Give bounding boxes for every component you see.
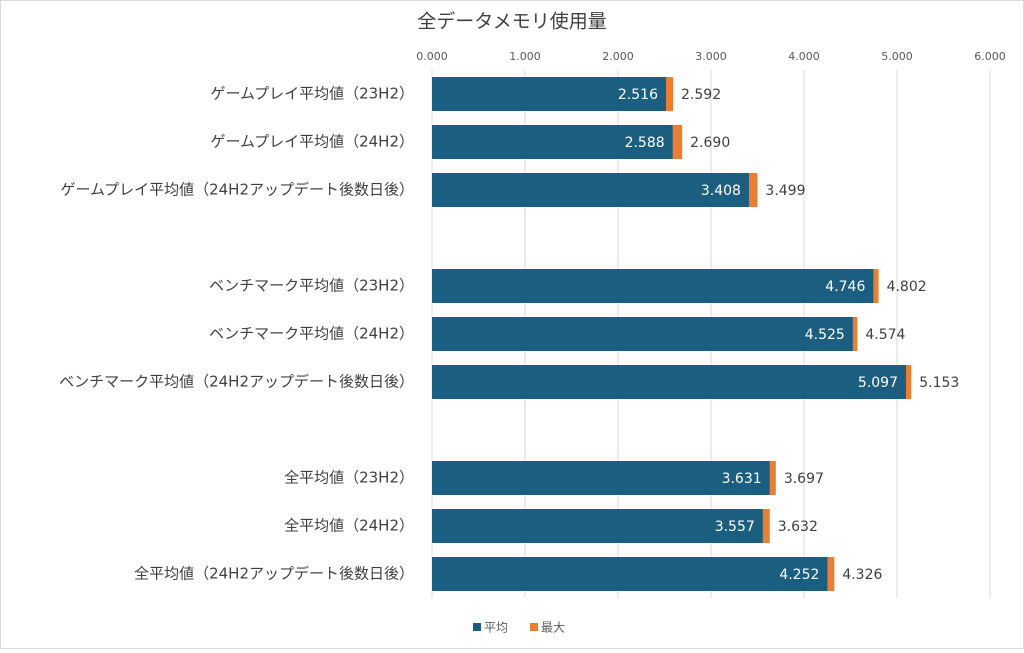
- bar: [432, 269, 874, 303]
- legend-label: 最大: [541, 621, 565, 635]
- legend-swatch: [530, 623, 539, 631]
- data-label: 2.690: [690, 135, 730, 151]
- data-label: 4.802: [887, 279, 927, 295]
- bar: [432, 77, 666, 111]
- data-label: 3.632: [778, 519, 818, 535]
- y-tick-label: ゲームプレイ平均値（24H2アップデート後数日後）: [60, 181, 414, 199]
- x-tick-label: 0.000: [416, 50, 448, 63]
- bar: [432, 125, 673, 159]
- x-tick-label: 5.000: [881, 50, 913, 63]
- data-label: 3.557: [715, 519, 755, 535]
- data-label: 4.252: [779, 567, 819, 583]
- data-label: 4.525: [805, 327, 845, 343]
- data-label: 4.746: [825, 279, 865, 295]
- data-label: 2.588: [625, 135, 665, 151]
- x-tick-label: 2.000: [602, 50, 634, 63]
- x-tick-label: 1.000: [509, 50, 541, 63]
- legend-label: 平均: [484, 621, 508, 635]
- data-label: 3.697: [784, 471, 824, 487]
- legend-swatch: [473, 623, 481, 631]
- data-label: 5.153: [919, 375, 959, 391]
- data-label: 3.499: [765, 183, 805, 199]
- data-label: 4.326: [842, 567, 882, 583]
- data-label: 5.097: [858, 375, 898, 391]
- y-tick-label: 全平均値（24H2）: [284, 517, 414, 535]
- data-label: 3.631: [722, 471, 762, 487]
- y-tick-label: 全平均値（24H2アップデート後数日後）: [134, 565, 414, 583]
- bar: [432, 557, 828, 591]
- chart-title: 全データメモリ使用量: [417, 11, 606, 33]
- y-tick-label: 全平均値（23H2）: [284, 469, 414, 487]
- bar: [432, 461, 770, 495]
- data-label: 4.574: [865, 327, 905, 343]
- x-tick-label: 3.000: [695, 50, 727, 63]
- data-label: 3.408: [701, 183, 741, 199]
- y-tick-label: ベンチマーク平均値（24H2）: [209, 325, 414, 343]
- y-tick-label: ゲームプレイ平均値（23H2）: [210, 85, 414, 103]
- bar: [432, 365, 907, 399]
- data-label: 2.592: [681, 87, 721, 103]
- x-tick-label: 6.000: [974, 50, 1006, 63]
- bar: [432, 317, 853, 351]
- bar: [432, 173, 749, 207]
- y-tick-label: ゲームプレイ平均値（24H2）: [210, 133, 414, 151]
- y-tick-label: ベンチマーク平均値（24H2アップデート後数日後）: [59, 373, 414, 391]
- data-label: 2.516: [618, 87, 658, 103]
- y-tick-label: ベンチマーク平均値（23H2）: [209, 277, 414, 295]
- bar: [432, 509, 763, 543]
- x-tick-label: 4.000: [788, 50, 820, 63]
